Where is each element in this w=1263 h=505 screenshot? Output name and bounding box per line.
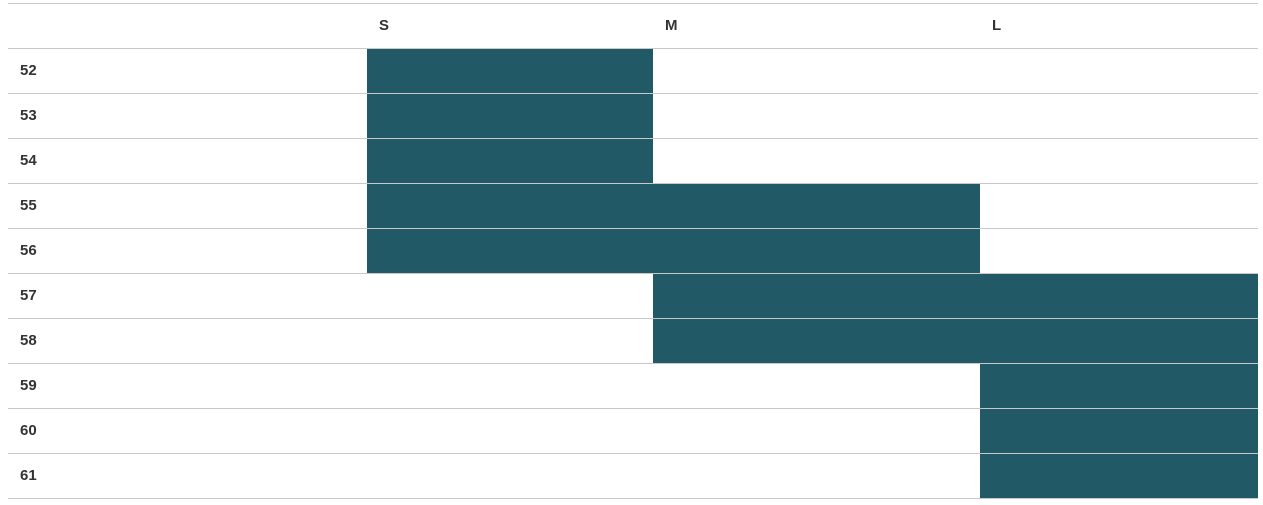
border-line	[8, 183, 1258, 184]
border-line	[8, 228, 1258, 229]
row-label: 53	[20, 107, 37, 124]
row-label: 55	[20, 197, 37, 214]
border-line	[8, 138, 1258, 139]
border-line	[8, 3, 1258, 4]
fit-cell	[980, 273, 1258, 318]
row-label: 59	[20, 377, 37, 394]
border-line	[8, 498, 1258, 499]
border-line	[8, 273, 1258, 274]
fit-cell	[653, 183, 980, 228]
column-header: L	[992, 17, 1002, 34]
fit-cell	[980, 408, 1258, 453]
fit-cell	[653, 273, 980, 318]
row-label: 54	[20, 152, 37, 169]
fit-cell	[653, 318, 980, 363]
fit-cell	[980, 363, 1258, 408]
border-line	[8, 48, 1258, 49]
fit-cell	[980, 453, 1258, 498]
fit-cell	[980, 318, 1258, 363]
fit-cell	[367, 138, 653, 183]
border-line	[8, 93, 1258, 94]
row-label: 61	[20, 467, 37, 484]
fit-cell	[367, 228, 653, 273]
row-label: 57	[20, 287, 37, 304]
fit-cell	[367, 48, 653, 93]
row-label: 58	[20, 332, 37, 349]
row-label: 60	[20, 422, 37, 439]
border-line	[8, 408, 1258, 409]
fit-cell	[367, 183, 653, 228]
row-label: 52	[20, 62, 37, 79]
border-line	[8, 318, 1258, 319]
border-line	[8, 363, 1258, 364]
fit-cell	[367, 93, 653, 138]
row-label: 56	[20, 242, 37, 259]
fit-cell	[653, 228, 980, 273]
column-header: S	[379, 17, 390, 34]
size-table: S M L 52 53 54 55 56 57 58 59 60 61	[8, 3, 1258, 499]
border-line	[8, 453, 1258, 454]
column-header: M	[665, 17, 678, 34]
